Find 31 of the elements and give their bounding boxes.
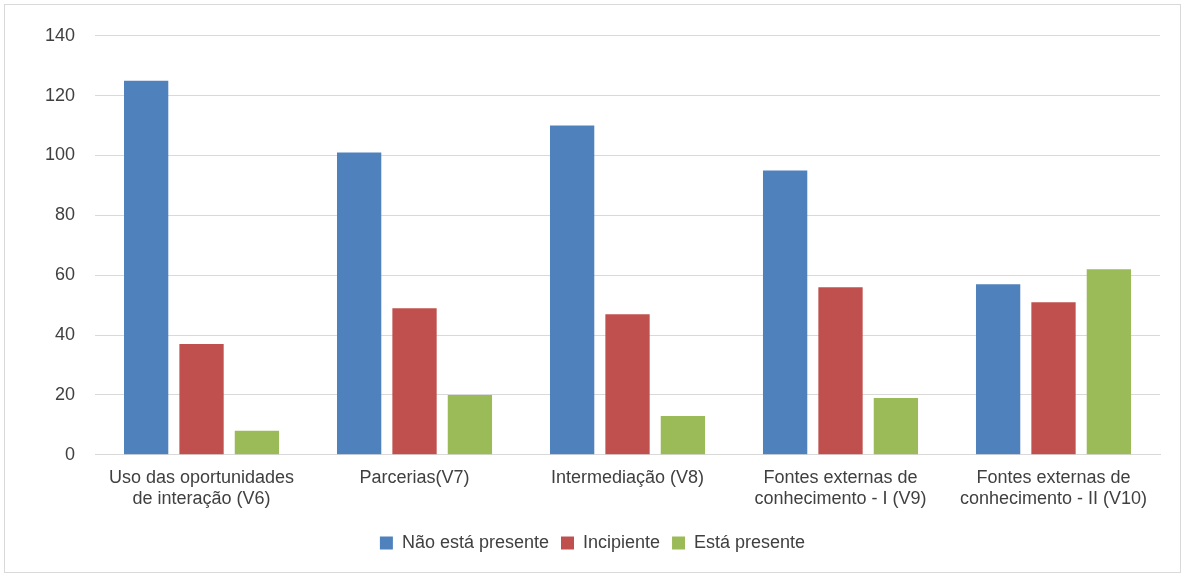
bar bbox=[873, 397, 919, 455]
legend-label: Está presente bbox=[694, 531, 806, 552]
bar bbox=[818, 287, 863, 455]
bar bbox=[549, 125, 595, 455]
legend-label: Não está presente bbox=[401, 531, 549, 552]
bar bbox=[447, 394, 493, 455]
y-tick-label: 60 bbox=[55, 264, 76, 285]
bar bbox=[234, 430, 280, 455]
y-tick-label: 120 bbox=[44, 84, 76, 105]
legend-label: Incipiente bbox=[582, 531, 661, 552]
bar bbox=[762, 170, 808, 455]
x-tick-label: Uso das oportunidades de interação (V6) bbox=[108, 466, 295, 509]
y-tick-label: 40 bbox=[55, 324, 76, 345]
y-tick-label: 140 bbox=[44, 24, 76, 45]
bar bbox=[1086, 269, 1132, 455]
x-tick-label: Fontes externas de conhecimento - II (V10) bbox=[959, 466, 1148, 509]
y-tick-label: 100 bbox=[44, 144, 76, 165]
x-tick-label: Parcerias(V7) bbox=[359, 466, 470, 487]
bar bbox=[1031, 302, 1076, 455]
bar bbox=[605, 314, 650, 455]
bar bbox=[336, 152, 382, 455]
y-tick-label: 0 bbox=[65, 443, 76, 464]
y-tick-label: 80 bbox=[55, 204, 76, 225]
bar bbox=[660, 415, 706, 455]
bar bbox=[179, 344, 224, 455]
x-tick-label: Intermediação (V8) bbox=[550, 466, 705, 487]
y-tick-label: 20 bbox=[55, 383, 76, 404]
x-tick-label: Fontes externas de conhecimento - I (V9) bbox=[754, 466, 927, 509]
bar bbox=[975, 284, 1021, 455]
bar bbox=[392, 308, 437, 455]
bar bbox=[124, 80, 169, 455]
